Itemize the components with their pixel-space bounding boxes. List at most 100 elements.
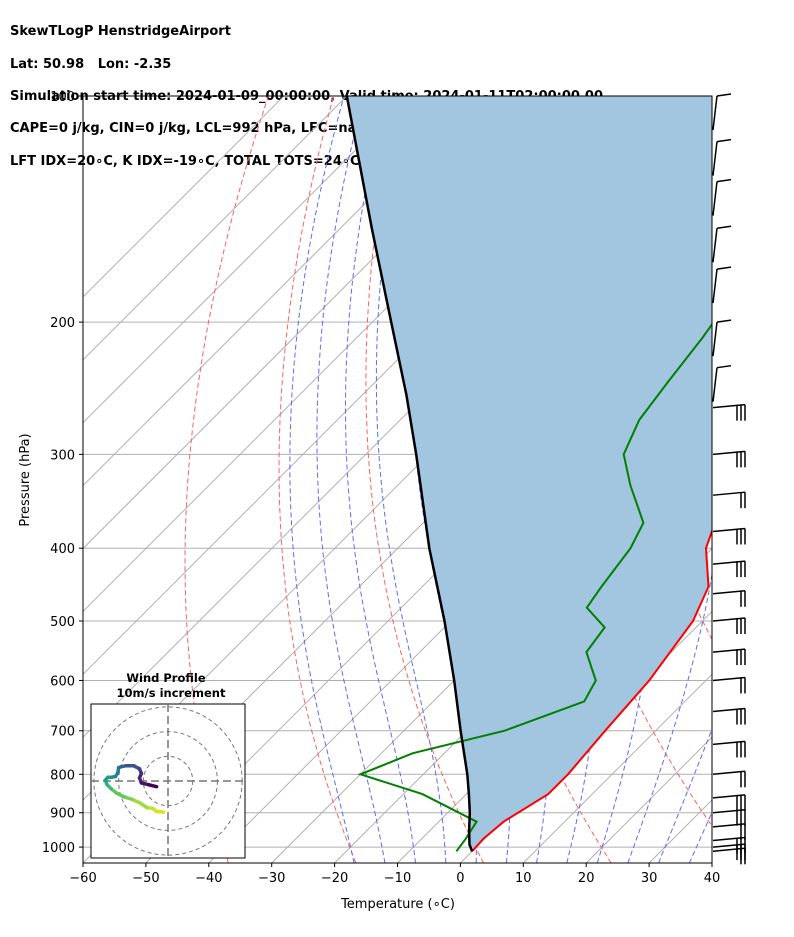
wind-barb-shaft xyxy=(712,322,718,357)
wind-barb xyxy=(712,225,732,263)
wind-barb xyxy=(712,491,746,509)
x-tick-label: −20 xyxy=(321,871,348,886)
wind-barb xyxy=(712,93,732,131)
inset-title: Wind Profile xyxy=(126,671,206,685)
wind-barb-flag xyxy=(716,266,732,270)
moist-adiabat-line xyxy=(627,96,712,863)
wind-barb-shaft xyxy=(712,590,746,595)
moist-adiabat-line xyxy=(345,96,416,863)
wind-barb-shaft xyxy=(712,403,746,409)
isotherm-grid-line xyxy=(711,862,712,863)
hodograph-segment xyxy=(147,783,159,789)
dry-adiabat-line xyxy=(725,96,794,863)
wind-barb xyxy=(712,808,746,826)
isotherm-grid-line xyxy=(83,96,411,424)
y-axis-label: Pressure (hPa) xyxy=(18,433,33,526)
temperature-line xyxy=(471,528,712,852)
wind-barb-flag xyxy=(716,138,732,143)
wind-barb xyxy=(712,403,746,421)
wind-barb xyxy=(712,319,732,357)
moist-adiabat-line xyxy=(289,96,355,863)
wind-barb-shaft xyxy=(712,648,746,653)
wind-barb xyxy=(712,707,746,725)
x-tick-label: −30 xyxy=(258,871,285,886)
isotherm-grid-line xyxy=(83,96,348,361)
wind-barb-flag xyxy=(716,225,732,230)
dry-adiabat-line xyxy=(365,96,485,863)
wind-barb-shaft xyxy=(712,676,746,682)
x-tick-label: −60 xyxy=(69,871,96,886)
wind-barb xyxy=(712,794,746,811)
wind-barb-shaft xyxy=(712,707,746,713)
dewpoint-line xyxy=(357,322,712,852)
wind-barb-shaft xyxy=(712,836,746,842)
wind-barb xyxy=(712,560,746,578)
dry-adiabat-line xyxy=(184,96,269,863)
wind-barb-shaft xyxy=(712,450,746,456)
wind-barb xyxy=(712,364,732,402)
wind-barb-shaft xyxy=(712,823,746,828)
x-axis-label: Temperature (∘C) xyxy=(340,897,455,912)
y-tick-label: 400 xyxy=(50,542,75,557)
wind-barb-shaft xyxy=(712,794,746,799)
isotherm-grid-line xyxy=(83,96,285,298)
wind-barb-shaft xyxy=(712,770,746,776)
wind-barb xyxy=(712,648,746,666)
wind-barb xyxy=(712,590,746,607)
wind-barb-flag xyxy=(716,93,732,97)
y-tick-label: 800 xyxy=(50,768,75,783)
wind-barb-flag xyxy=(716,178,732,183)
wind-barb-shaft xyxy=(712,847,746,853)
moist-adiabat-line xyxy=(720,96,794,863)
x-tick-label: 30 xyxy=(641,871,658,886)
cin-shaded-area xyxy=(346,96,712,852)
wind-barb-shaft xyxy=(712,181,718,216)
x-tick-label: −40 xyxy=(195,871,222,886)
wind-barb-flag xyxy=(716,364,732,369)
wind-barb xyxy=(712,617,746,634)
wind-barb-shaft xyxy=(712,843,746,848)
wind-barb-shaft xyxy=(712,740,746,746)
axes: −60 −50 −40 −30 −20 −10 0 10 20 30 40 100 200 300 400 5… xyxy=(42,90,720,886)
wind-barb-shaft xyxy=(712,527,746,533)
wind-barb xyxy=(712,178,732,216)
y-tick-label: 100 xyxy=(50,90,75,105)
x-tick-label: 0 xyxy=(456,871,464,886)
wind-barbs xyxy=(712,93,746,865)
x-tick-label: −10 xyxy=(384,871,411,886)
wind-barb xyxy=(712,450,746,468)
title-line-station: SkewTLogP HenstridgeAirport xyxy=(10,24,231,40)
wind-barb xyxy=(712,527,746,545)
wind-barb xyxy=(712,770,746,788)
y-tick-label: 200 xyxy=(50,316,75,331)
wind-barb-shaft xyxy=(712,367,718,402)
wind-barb xyxy=(712,266,732,304)
moist-adiabat-line xyxy=(316,96,386,863)
y-tick-label: 300 xyxy=(50,448,75,463)
x-tick-label: −50 xyxy=(132,871,159,886)
y-tick-label: 600 xyxy=(50,674,75,689)
wind-barb-shaft xyxy=(712,228,718,263)
wind-barb-shaft xyxy=(712,141,718,176)
plot-area xyxy=(83,96,794,863)
x-tick-label: 20 xyxy=(578,871,595,886)
wind-barb-shaft xyxy=(712,617,746,622)
hodograph-inset: Wind Profile 10m/s increment xyxy=(90,671,246,859)
y-tick-label: 1000 xyxy=(42,841,75,856)
wind-barb-shaft xyxy=(712,491,746,496)
wind-barb xyxy=(712,740,746,758)
moist-adiabat-line xyxy=(658,727,712,863)
x-tick-label: 40 xyxy=(704,871,721,886)
dry-adiabat-line xyxy=(278,96,357,863)
parcel-profile-line xyxy=(345,96,474,852)
y-tick-label: 700 xyxy=(50,725,75,740)
wind-barb-shaft xyxy=(712,95,718,131)
title-line-location: Lat: 50.98 Lon: -2.35 xyxy=(10,56,172,72)
x-tick-label: 10 xyxy=(515,871,532,886)
wind-barb-flag xyxy=(716,319,732,323)
isotherm-grid-line xyxy=(522,673,712,863)
isotherm-grid-line xyxy=(83,96,473,487)
wind-barb xyxy=(712,676,746,694)
wind-barb xyxy=(712,847,746,865)
